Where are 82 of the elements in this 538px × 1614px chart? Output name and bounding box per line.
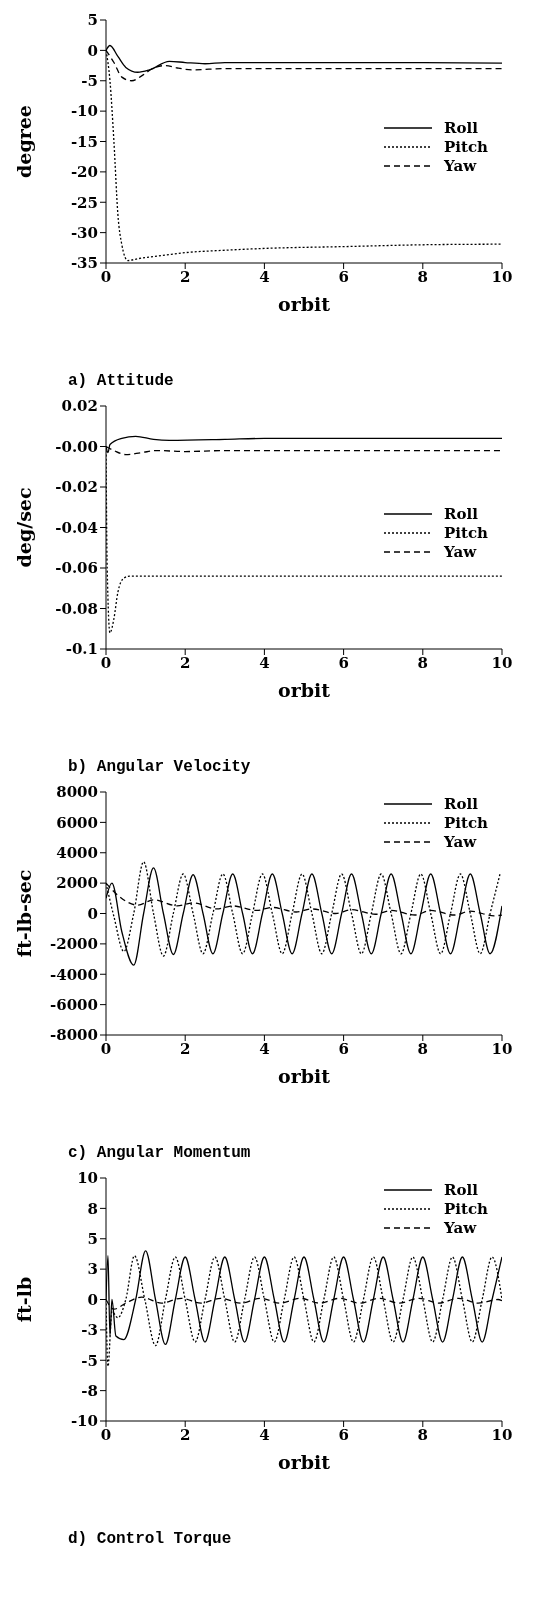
x-tick-label: 10	[491, 1425, 513, 1444]
legend-label: Yaw	[444, 542, 477, 561]
y-tick-label: 0	[87, 41, 98, 60]
y-tick-label: -0.04	[55, 518, 98, 537]
x-tick-label: 6	[338, 653, 349, 672]
x-tick-label: 6	[338, 1039, 349, 1058]
x-tick-label: 4	[259, 1039, 270, 1058]
y-tick-label: -5	[81, 72, 98, 91]
x-tick-label: 2	[179, 267, 191, 286]
x-axis-title: orbit	[278, 293, 331, 315]
x-tick-label: 6	[338, 267, 349, 286]
y-axis-title: deg/sec	[12, 487, 35, 568]
x-tick-label: 2	[179, 1425, 191, 1444]
y-tick-label: -6000	[50, 995, 98, 1014]
y-tick-label: -30	[70, 223, 98, 242]
y-tick-label: -2000	[50, 935, 98, 954]
x-tick-label: 0	[100, 1425, 112, 1444]
x-axis-title: orbit	[278, 1065, 331, 1087]
y-tick-label: -15	[70, 132, 98, 151]
y-tick-label: -0.06	[55, 559, 98, 578]
y-tick-label: 5	[87, 1230, 98, 1249]
x-tick-label: 0	[100, 267, 112, 286]
y-tick-label: 8	[87, 1199, 98, 1218]
y-tick-label: 4000	[56, 844, 98, 863]
x-tick-label: 4	[259, 653, 270, 672]
x-tick-label: 0	[100, 653, 112, 672]
x-tick-label: 10	[491, 1039, 513, 1058]
y-tick-label: -8000	[50, 1026, 98, 1045]
text: c) Angular Momentum	[68, 1144, 252, 1164]
x-axis-title: orbit	[278, 1451, 331, 1473]
y-tick-label: -0.00	[55, 437, 98, 456]
y-tick-label: -25	[70, 193, 98, 212]
y-tick-label: -0.02	[55, 478, 98, 497]
legend-label: Roll	[444, 504, 478, 523]
y-axis-title: ft-lb-sec	[12, 869, 35, 958]
x-tick-label: 8	[417, 267, 429, 286]
text: b) Angular Velocity	[68, 758, 252, 778]
y-tick-label: 8000	[56, 783, 98, 802]
x-tick-label: 8	[417, 1425, 429, 1444]
legend-label: Pitch	[444, 523, 488, 542]
y-tick-label: 0	[87, 1290, 98, 1309]
text: a) Attitude	[68, 372, 175, 392]
legend-label: Pitch	[444, 137, 488, 156]
y-tick-label: 6000	[56, 813, 98, 832]
x-tick-label: 10	[491, 653, 513, 672]
x-tick-label: 8	[417, 653, 429, 672]
y-tick-label: 3	[87, 1260, 98, 1279]
x-tick-label: 2	[179, 1039, 191, 1058]
y-tick-label: -8	[81, 1381, 98, 1400]
x-tick-label: 2	[179, 653, 191, 672]
y-tick-label: -0.08	[55, 599, 98, 618]
y-tick-label: -0.1	[65, 640, 98, 659]
legend-label: Pitch	[444, 1199, 488, 1218]
y-tick-label: 0.02	[61, 397, 98, 416]
text: d) Control Torque	[68, 1530, 233, 1550]
y-tick-label: 10	[77, 1169, 98, 1188]
y-tick-label: 5	[87, 11, 98, 30]
x-tick-label: 8	[417, 1039, 429, 1058]
y-tick-label: -10	[70, 1412, 98, 1431]
x-tick-label: 10	[491, 267, 513, 286]
legend-label: Roll	[444, 118, 478, 137]
y-axis-title: ft-lb	[12, 1276, 35, 1323]
y-tick-label: -10	[70, 102, 98, 121]
y-axis-title: degree	[12, 105, 35, 178]
y-tick-label: -5	[81, 1351, 98, 1370]
x-tick-label: 4	[259, 1425, 270, 1444]
legend-label: Yaw	[444, 1218, 477, 1237]
legend-label: Yaw	[444, 156, 477, 175]
legend-label: Pitch	[444, 813, 488, 832]
y-tick-label: 2000	[56, 874, 98, 893]
y-tick-label: 0	[87, 904, 98, 923]
y-tick-label: -35	[70, 254, 98, 273]
y-tick-label: -4000	[50, 965, 98, 984]
x-tick-label: 0	[100, 1039, 112, 1058]
y-tick-label: -20	[70, 163, 98, 182]
legend-label: Yaw	[444, 832, 477, 851]
x-axis-title: orbit	[278, 679, 331, 701]
y-tick-label: -3	[81, 1321, 98, 1340]
x-tick-label: 6	[338, 1425, 349, 1444]
legend-label: Roll	[444, 1180, 478, 1199]
legend-label: Roll	[444, 794, 478, 813]
x-tick-label: 4	[259, 267, 270, 286]
